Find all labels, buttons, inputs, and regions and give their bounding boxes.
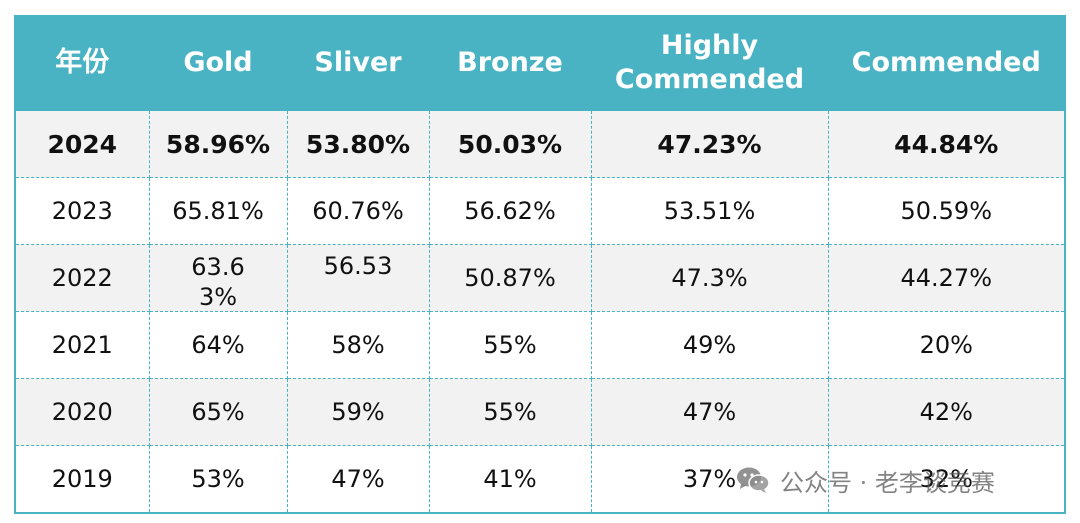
cell-bronze: 41%: [428, 445, 592, 514]
cell-highly-commended: 47%: [590, 378, 829, 446]
cell-sliver: 53.80%: [286, 110, 430, 178]
cell-highly-commended: 37%: [590, 445, 829, 514]
cell-commended: 44.27%: [827, 244, 1066, 312]
header-highly-commended: Highly Commended: [590, 15, 829, 111]
header-year: 年份: [14, 15, 150, 111]
results-table-container: 年份 Gold Sliver Bronze Highly Commended C…: [14, 15, 1066, 514]
cell-sliver: 58%: [286, 311, 430, 379]
cell-bronze: 55%: [428, 378, 592, 446]
cell-year: 2020: [14, 378, 150, 446]
header-commended: Commended: [827, 15, 1066, 111]
cell-year: 2023: [14, 177, 150, 245]
table-row: 2022 63.63% 56.53 50.87% 47.3% 44.27%: [14, 244, 1066, 312]
cell-year: 2019: [14, 445, 150, 514]
cell-gold: 64%: [148, 311, 288, 379]
cell-commended: 32%: [827, 445, 1066, 514]
table-row: 2019 53% 47% 41% 37% 32%: [14, 445, 1066, 514]
header-bronze: Bronze: [428, 15, 592, 111]
table-row: 2020 65% 59% 55% 47% 42%: [14, 378, 1066, 446]
cell-bronze: 50.87%: [428, 244, 592, 312]
cell-highly-commended: 47.3%: [590, 244, 829, 312]
cell-bronze: 56.62%: [428, 177, 592, 245]
header-row: 年份 Gold Sliver Bronze Highly Commended C…: [14, 15, 1066, 111]
cell-commended: 44.84%: [827, 110, 1066, 178]
table-row: 2024 58.96% 53.80% 50.03% 47.23% 44.84%: [14, 110, 1066, 178]
cell-sliver: 60.76%: [286, 177, 430, 245]
header-sliver: Sliver: [286, 15, 430, 111]
table-row: 2023 65.81% 60.76% 56.62% 53.51% 50.59%: [14, 177, 1066, 245]
cell-sliver: 47%: [286, 445, 430, 514]
cell-year: 2021: [14, 311, 150, 379]
cell-gold: 53%: [148, 445, 288, 514]
table-row: 2021 64% 58% 55% 49% 20%: [14, 311, 1066, 379]
cell-year: 2022: [14, 244, 150, 312]
cell-commended: 42%: [827, 378, 1066, 446]
cell-highly-commended: 49%: [590, 311, 829, 379]
cell-gold: 63.63%: [148, 244, 288, 312]
cell-sliver-text: 56.53: [323, 252, 393, 280]
cell-commended: 50.59%: [827, 177, 1066, 245]
cell-gold: 65.81%: [148, 177, 288, 245]
cell-highly-commended: 47.23%: [590, 110, 829, 178]
cell-bronze: 55%: [428, 311, 592, 379]
cell-highly-commended: 53.51%: [590, 177, 829, 245]
cell-sliver: 56.53: [286, 244, 430, 312]
cell-gold: 65%: [148, 378, 288, 446]
cell-sliver: 59%: [286, 378, 430, 446]
cell-bronze: 50.03%: [428, 110, 592, 178]
cell-gold-text: 63.63%: [191, 253, 245, 311]
cell-gold: 58.96%: [148, 110, 288, 178]
results-table: 年份 Gold Sliver Bronze Highly Commended C…: [14, 15, 1066, 514]
cell-commended: 20%: [827, 311, 1066, 379]
header-gold: Gold: [148, 15, 288, 111]
cell-year: 2024: [14, 110, 150, 178]
